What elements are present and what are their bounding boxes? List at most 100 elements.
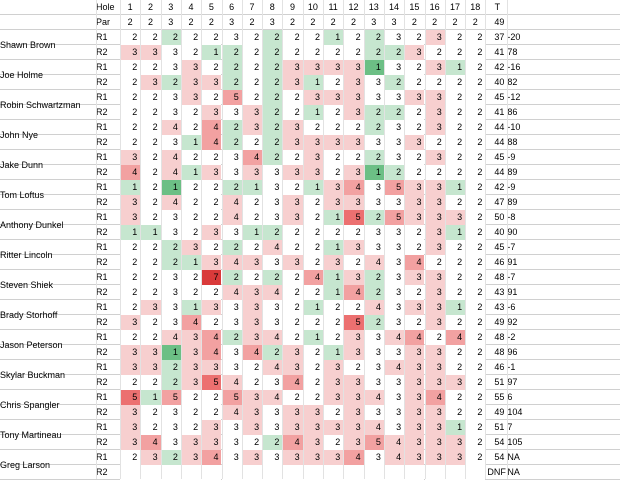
score-cell: 3	[404, 90, 425, 105]
grid-line	[425, 0, 426, 479]
score-cell: 3	[282, 210, 303, 225]
round-label: R1	[96, 62, 108, 72]
score-cell: 2	[140, 180, 161, 195]
player-name: Tom Loftus	[0, 190, 45, 200]
score-cell: 2	[262, 225, 283, 240]
score-cell: 2	[465, 105, 486, 120]
score-cell: 4	[221, 255, 242, 270]
par-value: 2	[249, 17, 255, 27]
score-cell: 3	[404, 345, 425, 360]
cumulative-diff: 6	[507, 392, 513, 402]
score-cell: 3	[363, 330, 384, 345]
round-row: Joe Holme R2 2 3 2 3 3 2 2 2 3 1 2 3 3 2 2 2 2 2 40 82	[0, 70, 620, 90]
score-cell: 2	[241, 210, 263, 225]
score-cell: 2	[140, 255, 161, 270]
score-cell: 5	[120, 390, 141, 405]
score-cell: 3	[404, 450, 425, 465]
score-cell: 3	[221, 360, 242, 375]
round-label: R2	[96, 317, 108, 327]
score-cell: 2	[302, 195, 323, 210]
score-cell: 2	[140, 105, 161, 120]
score-cell: 2	[465, 435, 486, 450]
round-row: R1 2 2 3 3 2 2 2 2 3 3 3 3 1 3 2 3 1 2 42 -16	[0, 60, 620, 75]
score-cell: 2	[282, 30, 303, 45]
score-cell: 2	[282, 90, 303, 105]
score-cell	[262, 465, 283, 480]
score-cell: 4	[221, 285, 242, 300]
score-cell: 2	[465, 75, 486, 90]
cumulative-diff: 89	[507, 197, 518, 207]
score-cell: 2	[383, 165, 405, 180]
score-cell: 3	[404, 180, 425, 195]
round-label: R2	[96, 167, 108, 177]
grid-line	[120, 0, 121, 479]
score-cell: 2	[465, 150, 486, 165]
score-cell: 4	[363, 255, 384, 270]
score-cell: 2	[465, 210, 486, 225]
score-cell	[404, 465, 425, 480]
score-cell	[180, 465, 202, 480]
score-cell: 2	[282, 225, 303, 240]
score-cell: 2	[465, 330, 486, 345]
grid-line	[222, 0, 223, 479]
score-cell: 2	[323, 300, 344, 315]
score-cell: 2	[282, 105, 303, 120]
par-value: 3	[391, 17, 397, 27]
round-total: 40	[494, 77, 505, 87]
score-cell: 2	[180, 225, 202, 240]
round-total: 45	[494, 152, 505, 162]
par-value: 3	[229, 17, 235, 27]
score-cell: 2	[465, 315, 486, 330]
score-cell: 2	[465, 375, 486, 390]
round-row: R1 2 3 2 3 4 3 3 3 3 3 3 4 3 4 3 3 3 2 54 NA	[0, 450, 620, 465]
score-cell: 3	[140, 450, 161, 465]
score-cell: 3	[404, 195, 425, 210]
grid-line	[282, 0, 283, 479]
score-cell: 1	[302, 330, 323, 345]
score-cell: 2	[140, 270, 161, 285]
score-cell: 2	[465, 45, 486, 60]
score-cell: 4	[302, 270, 323, 285]
score-cell	[282, 465, 303, 480]
score-cell: 3	[444, 450, 466, 465]
score-cell: 1	[444, 300, 466, 315]
cumulative-diff: 104	[507, 407, 523, 417]
score-cell: 3	[282, 60, 303, 75]
row-divider	[0, 14, 620, 15]
score-cell: 3	[241, 120, 263, 135]
score-cell: 2	[241, 30, 263, 45]
score-cell: 5	[160, 390, 181, 405]
score-cell: 1	[180, 300, 202, 315]
score-cell: 1	[120, 225, 141, 240]
score-cell: 2	[302, 345, 323, 360]
score-cell: 2	[262, 345, 283, 360]
score-cell: 2	[424, 45, 445, 60]
round-total: 42	[494, 62, 505, 72]
score-cell: 4	[201, 120, 222, 135]
score-cell: 3	[201, 225, 222, 240]
round-total: 50	[494, 212, 505, 222]
round-total: 48	[494, 272, 505, 282]
score-cell: 2	[201, 390, 222, 405]
round-row: R1 5 1 5 2 2 5 3 4 2 2 3 3 4 3 3 4 2 2 55 6	[0, 390, 620, 405]
score-cell: 3	[383, 60, 405, 75]
score-cell: 2	[262, 60, 283, 75]
score-cell: 2	[120, 120, 141, 135]
hole-number: 1	[127, 2, 133, 12]
score-cell: 3	[444, 435, 466, 450]
cumulative-diff: -16	[507, 62, 521, 72]
score-cell: 3	[404, 45, 425, 60]
score-cell: 3	[120, 405, 141, 420]
score-cell: 2	[363, 45, 384, 60]
score-cell: 3	[262, 405, 283, 420]
score-cell: 5	[343, 315, 364, 330]
score-cell: 3	[383, 240, 405, 255]
grid-line	[303, 0, 304, 479]
cumulative-diff: -8	[507, 212, 516, 222]
score-cell: 3	[241, 420, 263, 435]
score-cell: 2	[465, 390, 486, 405]
score-cell: 2	[180, 420, 202, 435]
score-cell: 2	[262, 120, 283, 135]
score-cell: 2	[323, 150, 344, 165]
round-label: R1	[96, 92, 108, 102]
